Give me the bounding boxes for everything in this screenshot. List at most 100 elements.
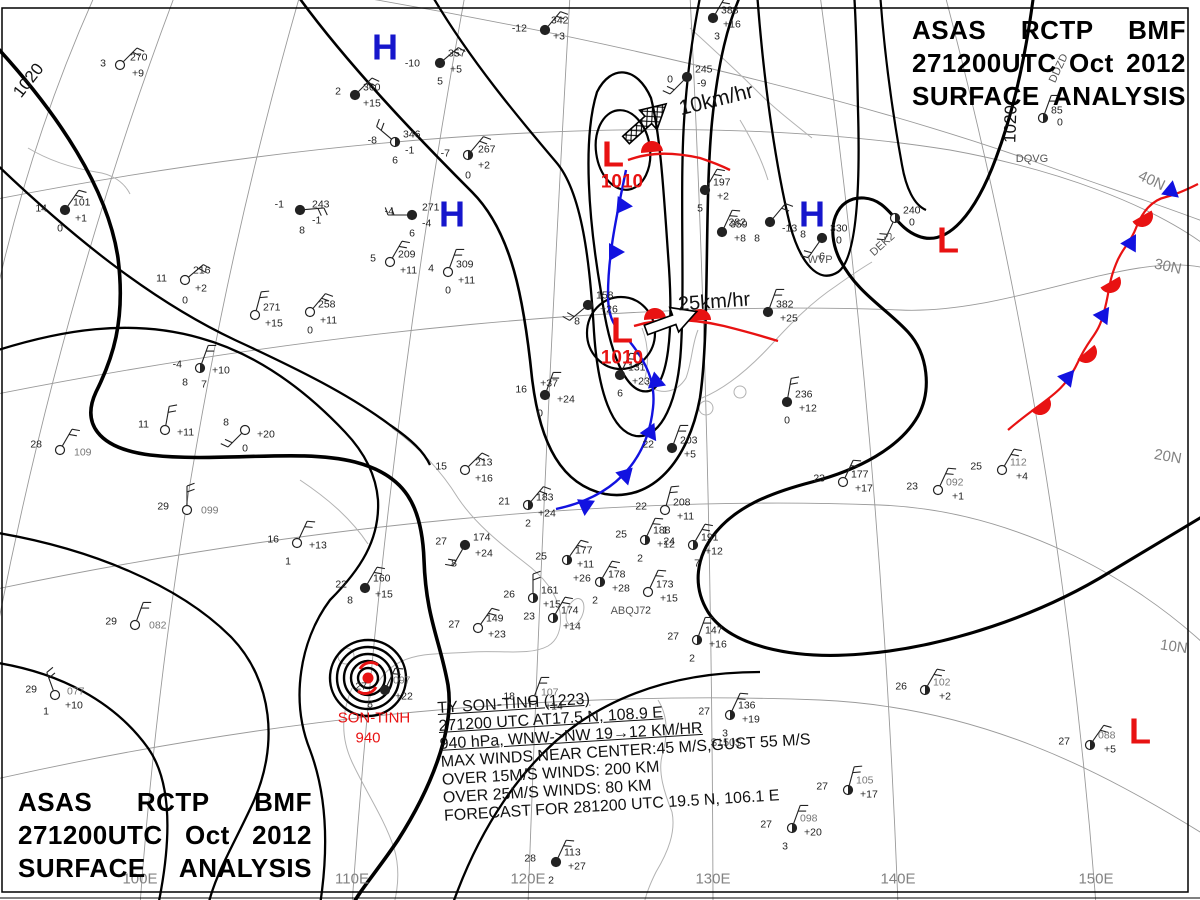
station-value: -1 bbox=[405, 145, 414, 157]
station-value: +16 bbox=[723, 19, 741, 31]
station-plot: 22 203 +5 bbox=[642, 424, 698, 461]
station-plot: 27 088 +5 bbox=[1058, 724, 1116, 756]
cold-front-north bbox=[606, 169, 633, 329]
title-word: 2012 bbox=[252, 820, 312, 850]
station-value: -12 bbox=[512, 23, 527, 35]
title-word: 271200UTC bbox=[912, 48, 1057, 78]
ship-id-label: DQVG bbox=[1016, 153, 1048, 165]
station-value: 077 bbox=[67, 686, 85, 698]
station-value: 27 bbox=[1058, 736, 1070, 748]
ship-id-label: DEK2 bbox=[868, 231, 897, 259]
station-value: 147 bbox=[705, 625, 723, 637]
title-word: BMF bbox=[254, 787, 312, 817]
station-value: 216 bbox=[193, 265, 211, 277]
title-word: BMF bbox=[1128, 15, 1186, 45]
station-value: +1 bbox=[952, 491, 964, 503]
station-value: 149 bbox=[486, 613, 504, 625]
longitude-label: 130E bbox=[695, 870, 730, 887]
station-plot: 27 098 +20 3 bbox=[760, 804, 822, 853]
station-value: 6 bbox=[409, 228, 415, 240]
station-value: 158 bbox=[596, 290, 614, 302]
station-value: 8 bbox=[451, 558, 457, 570]
station-value: 6 bbox=[617, 388, 623, 400]
station-value: 21 bbox=[498, 496, 510, 508]
station-value: 29 bbox=[157, 501, 169, 513]
station-plot: 2 360 +15 bbox=[335, 77, 381, 110]
station-value: +17 bbox=[860, 789, 878, 801]
weather-fronts bbox=[555, 141, 1199, 516]
station-value: 29 bbox=[25, 684, 37, 696]
station-value: +26 bbox=[600, 304, 618, 316]
station-plot: 25 112 +4 bbox=[970, 448, 1028, 483]
station-value: +24 bbox=[557, 394, 575, 406]
station-value: +23 bbox=[632, 376, 650, 388]
station-value: +13 bbox=[309, 540, 327, 552]
station-value: 183 bbox=[536, 492, 554, 504]
station-value: +12 bbox=[657, 539, 675, 551]
station-value: 177 bbox=[575, 545, 593, 557]
station-plot: 21 183 +24 2 bbox=[498, 486, 556, 530]
station-value: 0 bbox=[242, 443, 248, 455]
station-value: +15 bbox=[265, 318, 283, 330]
station-value: 26 bbox=[503, 589, 515, 601]
station-plot: 14 101 +1 0 bbox=[35, 189, 91, 235]
typhoon-center-icon bbox=[362, 672, 374, 684]
title-word: ASAS bbox=[912, 15, 987, 45]
station-value: 113 bbox=[564, 847, 581, 859]
station-plot: 3 270 +9 bbox=[100, 47, 148, 80]
station-value: 28 bbox=[524, 853, 536, 865]
station-value: +15 bbox=[543, 599, 561, 611]
station-value: 0 bbox=[836, 235, 842, 247]
station-value: 6 bbox=[819, 251, 825, 263]
station-value: +23 bbox=[488, 629, 506, 641]
station-value: 209 bbox=[398, 249, 416, 261]
ship-id-label: $150$ bbox=[711, 737, 742, 749]
station-plot: -8 346 -1 6 bbox=[368, 118, 421, 167]
low-speed-mid: 25km/hr bbox=[677, 288, 751, 315]
station-plot: 850 bbox=[1037, 94, 1063, 129]
station-plot: -7 267 +2 0 bbox=[441, 136, 496, 182]
station-value: +5 bbox=[450, 64, 462, 76]
station-value: 107 bbox=[541, 687, 559, 699]
station-value: 160 bbox=[373, 573, 391, 585]
station-value: 27 bbox=[698, 706, 710, 718]
high-pressure-marker: H bbox=[439, 194, 465, 235]
station-value: 346 bbox=[403, 129, 421, 141]
station-value: 382 bbox=[776, 299, 794, 311]
station-value: +11 bbox=[677, 511, 694, 523]
station-plot: 28 109 bbox=[30, 428, 92, 459]
station-value: -9 bbox=[697, 78, 706, 90]
station-value: -4 bbox=[385, 206, 394, 218]
station-value: +2 bbox=[939, 691, 951, 703]
station-value: 18 bbox=[503, 691, 515, 703]
station-value: +9 bbox=[132, 68, 144, 80]
latitude-label: 10N bbox=[1159, 636, 1189, 657]
station-value: 0 bbox=[1057, 117, 1063, 129]
station-value: 088 bbox=[1098, 730, 1116, 742]
station-value: 271 bbox=[263, 302, 281, 314]
station-value: 2 bbox=[335, 86, 341, 98]
station-value: 7 bbox=[694, 558, 700, 570]
station-value: 082 bbox=[149, 620, 167, 632]
station-value: +2 bbox=[195, 283, 207, 295]
station-plot: -4 +10 8 7 bbox=[173, 344, 230, 391]
station-plot: 27 149 +23 bbox=[448, 607, 506, 641]
station-value: 098 bbox=[800, 813, 818, 825]
station-value: 5 bbox=[697, 203, 703, 215]
station-value: 3 bbox=[722, 728, 728, 740]
station-value: 099 bbox=[201, 505, 219, 517]
station-value: +10 bbox=[212, 365, 230, 377]
station-value: 6 bbox=[392, 155, 398, 167]
station-value: 388 bbox=[721, 5, 739, 17]
longitude-label: 110E bbox=[335, 870, 369, 887]
station-value: +11 bbox=[177, 427, 194, 439]
station-value: +1 bbox=[75, 213, 87, 225]
typhoon-name-label: SON-TINH bbox=[338, 709, 411, 726]
station-plot: 23 174 +14 bbox=[523, 596, 581, 633]
station-plot: 25 188 +12 2 bbox=[615, 517, 675, 565]
title-word: Oct bbox=[185, 820, 230, 850]
title-word: ASAS bbox=[18, 787, 93, 817]
station-plot: 29 099 bbox=[157, 482, 219, 517]
